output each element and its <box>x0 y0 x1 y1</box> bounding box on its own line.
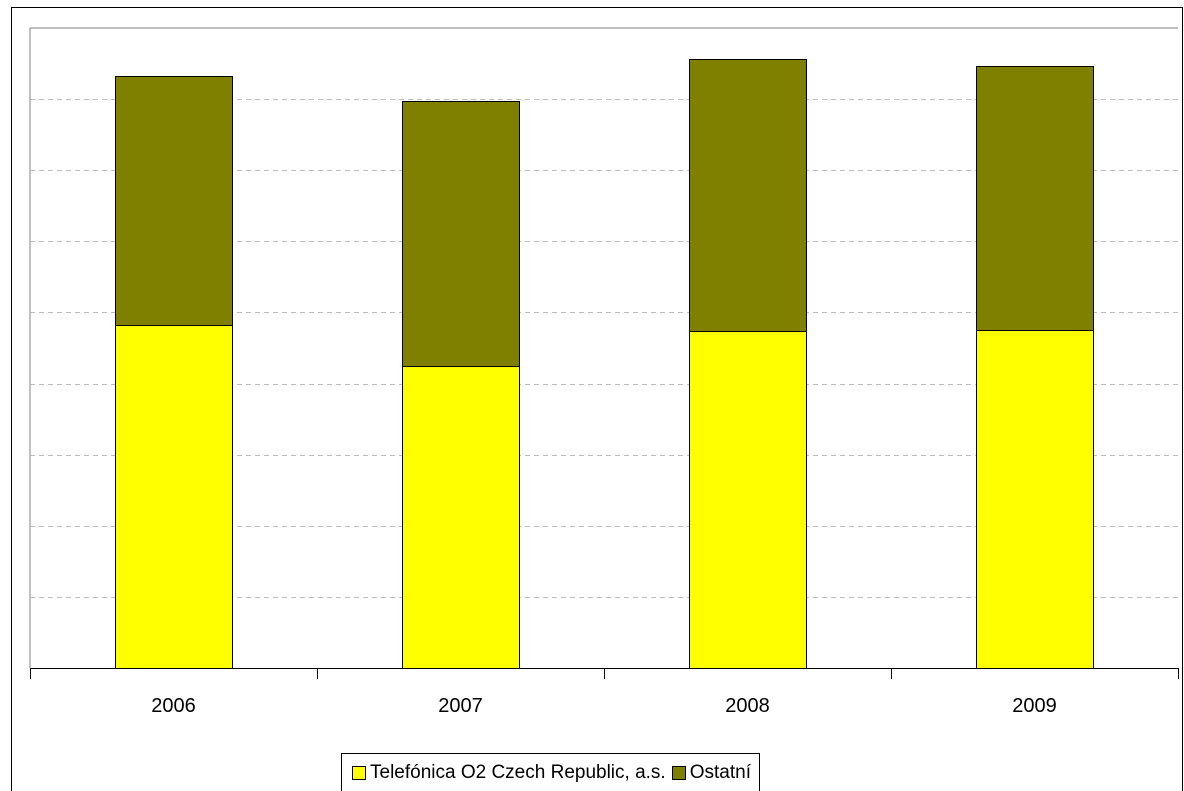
bar-ostatni-2007 <box>402 101 520 367</box>
legend-label-ostatni: Ostatní <box>689 761 751 783</box>
x-tick-label-2007: 2007 <box>438 695 483 717</box>
bar-ostatni-2009 <box>976 66 1094 331</box>
bar-telefonica-2006 <box>115 325 233 669</box>
x-tick-label-2009: 2009 <box>1012 695 1057 717</box>
x-tick-label-2006: 2006 <box>151 695 196 717</box>
legend-swatch-telefonica <box>352 765 366 780</box>
x-tick-label-2008: 2008 <box>725 695 770 717</box>
x-axis: 2006 2007 2008 2009 <box>30 668 1179 717</box>
bar-telefonica-2008 <box>689 331 807 669</box>
legend: Telefónica O2 Czech Republic, a.s. Ostat… <box>341 753 760 791</box>
bar-telefonica-2007 <box>402 366 520 669</box>
bars <box>115 59 1094 669</box>
bar-telefonica-2009 <box>976 330 1094 669</box>
bar-ostatni-2008 <box>689 59 807 332</box>
bar-ostatni-2006 <box>115 76 233 326</box>
legend-item-telefonica: Telefónica O2 Czech Republic, a.s. <box>352 762 666 784</box>
legend-swatch-ostatni <box>671 765 686 780</box>
legend-label-telefonica: Telefónica O2 Czech Republic, a.s. <box>370 761 666 783</box>
legend-item-ostatni: Ostatní <box>671 761 751 784</box>
